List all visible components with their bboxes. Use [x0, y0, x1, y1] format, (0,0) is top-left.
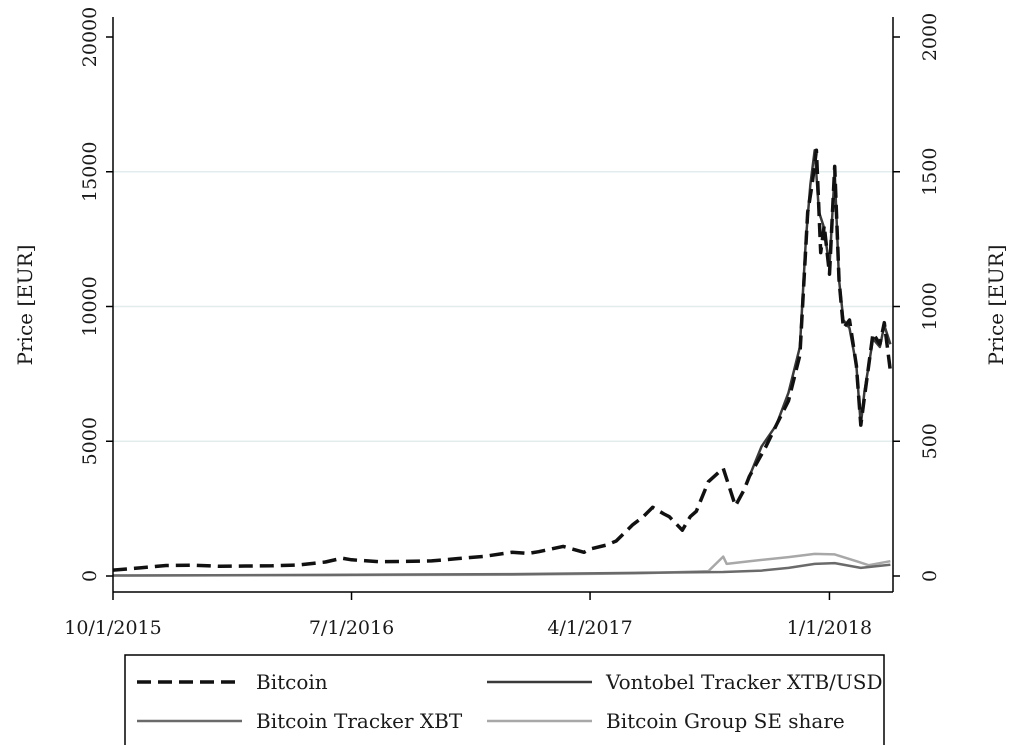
tick-labels: 0 5000 10000 15000 20000 0 500 1000 1500 2000 10/1…	[64, 7, 941, 639]
y-tick-label-left: 0	[79, 570, 101, 582]
legend-label-2: Bitcoin Tracker XBT	[256, 709, 463, 733]
series-line-1	[748, 148, 892, 477]
series-line-2	[112, 561, 891, 577]
grid-lines	[113, 171, 893, 442]
legend-label-3: Bitcoin Group SE share	[606, 709, 845, 733]
legend-label-1: Vontobel Tracker XTB/USD	[605, 670, 883, 694]
axes	[106, 17, 900, 600]
y-tick-label-right: 2000	[919, 13, 941, 61]
y-tick-label-right: 0	[919, 570, 941, 582]
y-axis-title-left: Price [EUR]	[13, 245, 37, 366]
x-tick-label: 10/1/2015	[64, 617, 161, 639]
legend: Bitcoin Vontobel Tracker XTB/USD Bitcoin T…	[124, 654, 885, 745]
y-axis-title-right: Price [EUR]	[984, 245, 1008, 366]
y-tick-label-right: 1000	[919, 282, 941, 330]
x-tick-label: 1/1/2018	[787, 617, 872, 639]
series-lines	[112, 148, 893, 577]
y-tick-label-right: 1500	[919, 148, 941, 196]
x-tick-label: 4/1/2017	[547, 617, 632, 639]
legend-label-0: Bitcoin	[256, 670, 328, 694]
y-tick-label-left: 5000	[79, 417, 101, 465]
y-tick-label-left: 15000	[79, 142, 101, 202]
legend-box	[124, 654, 885, 745]
y-tick-label-left: 10000	[79, 276, 101, 336]
y-tick-label-right: 500	[919, 423, 941, 459]
series-line-0	[112, 148, 893, 572]
y-tick-label-left: 20000	[79, 7, 101, 67]
x-tick-label: 7/1/2016	[309, 617, 394, 639]
